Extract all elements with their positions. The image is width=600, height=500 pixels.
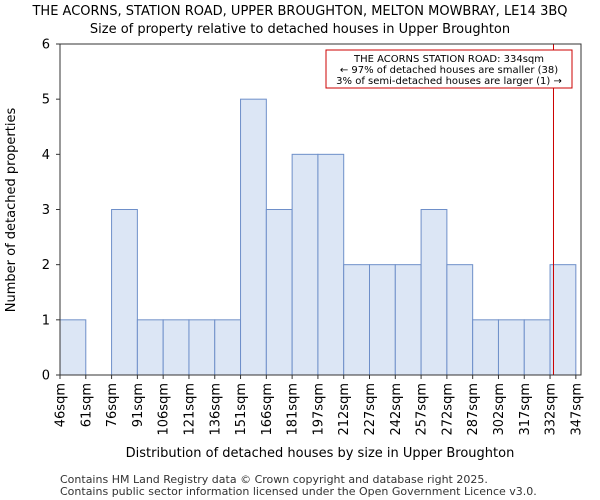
x-tick-label: 46sqm <box>54 383 69 427</box>
bar-151sqm <box>240 98 267 376</box>
x-axis-ticks: 46sqm 61sqm 76sqm 91sqm 106sqm 121sqm 136sqm 15… <box>54 375 584 436</box>
bar-166sqm <box>265 209 293 376</box>
x-tick-label: 166sqm <box>260 383 275 436</box>
y-tick-label: 1 <box>42 313 50 328</box>
bar-197sqm <box>317 153 345 376</box>
y-tick-label: 2 <box>42 258 50 273</box>
bar-136sqm <box>214 319 242 376</box>
chart-title: THE ACORNS, STATION ROAD, UPPER BROUGHTO… <box>31 4 567 19</box>
x-tick-label: 181sqm <box>286 383 301 436</box>
x-tick-label: 61sqm <box>79 383 94 427</box>
bar-242sqm <box>394 264 422 376</box>
footer-line-2: Contains public sector information licen… <box>60 485 537 498</box>
y-axis-ticks: 0 1 2 3 4 5 6 <box>42 38 60 384</box>
x-tick-label: 91sqm <box>131 383 146 427</box>
bar-91sqm <box>136 319 164 376</box>
annotation-line-1: THE ACORNS STATION ROAD: 334sqm <box>353 54 544 65</box>
bar-227sqm <box>369 264 396 376</box>
x-tick-label: 227sqm <box>363 383 378 436</box>
bar-287sqm <box>472 319 499 376</box>
annotation-line-2: ← 97% of detached houses are smaller (38… <box>340 65 558 76</box>
y-tick-label: 3 <box>42 203 50 218</box>
x-tick-label: 136sqm <box>208 383 223 436</box>
bar-76sqm <box>111 209 138 376</box>
y-tick-label: 5 <box>42 93 50 108</box>
x-tick-label: 332sqm <box>544 383 559 436</box>
bar-181sqm <box>291 153 319 376</box>
y-tick-label: 4 <box>42 148 50 163</box>
bar-121sqm <box>188 319 216 376</box>
bar-46sqm <box>59 319 87 376</box>
x-tick-label: 347sqm <box>569 383 584 436</box>
x-tick-label: 287sqm <box>466 383 481 436</box>
x-tick-label: 302sqm <box>492 383 507 436</box>
bar-212sqm <box>343 264 370 376</box>
footer-line-1: Contains HM Land Registry data © Crown c… <box>60 473 488 486</box>
x-tick-label: 257sqm <box>415 383 430 436</box>
chart-subtitle: Size of property relative to detached ho… <box>90 22 510 37</box>
y-tick-label: 6 <box>42 38 50 53</box>
x-tick-label: 106sqm <box>157 383 172 436</box>
annotation-line-3: 3% of semi-detached houses are larger (1… <box>336 76 562 87</box>
y-tick-label: 0 <box>42 369 50 384</box>
x-tick-label: 272sqm <box>440 383 455 436</box>
x-tick-label: 76sqm <box>105 383 120 427</box>
bar-257sqm <box>420 209 448 376</box>
x-tick-label: 212sqm <box>337 383 352 436</box>
bar-272sqm <box>446 264 474 376</box>
x-tick-label: 242sqm <box>389 383 404 436</box>
x-tick-label: 197sqm <box>311 383 326 436</box>
y-axis-label: Number of detached properties <box>4 108 19 313</box>
annotation-box: THE ACORNS STATION ROAD: 334sqm ← 97% of… <box>325 49 573 89</box>
x-tick-label: 121sqm <box>182 383 197 436</box>
bar-106sqm <box>162 319 190 376</box>
x-tick-label: 317sqm <box>518 383 533 436</box>
bar-317sqm <box>523 319 551 376</box>
x-axis-label: Distribution of detached houses by size … <box>126 446 515 461</box>
bar-302sqm <box>497 319 525 376</box>
x-tick-label: 151sqm <box>234 383 249 436</box>
bar-332sqm <box>549 264 577 376</box>
bars-group <box>59 98 577 376</box>
